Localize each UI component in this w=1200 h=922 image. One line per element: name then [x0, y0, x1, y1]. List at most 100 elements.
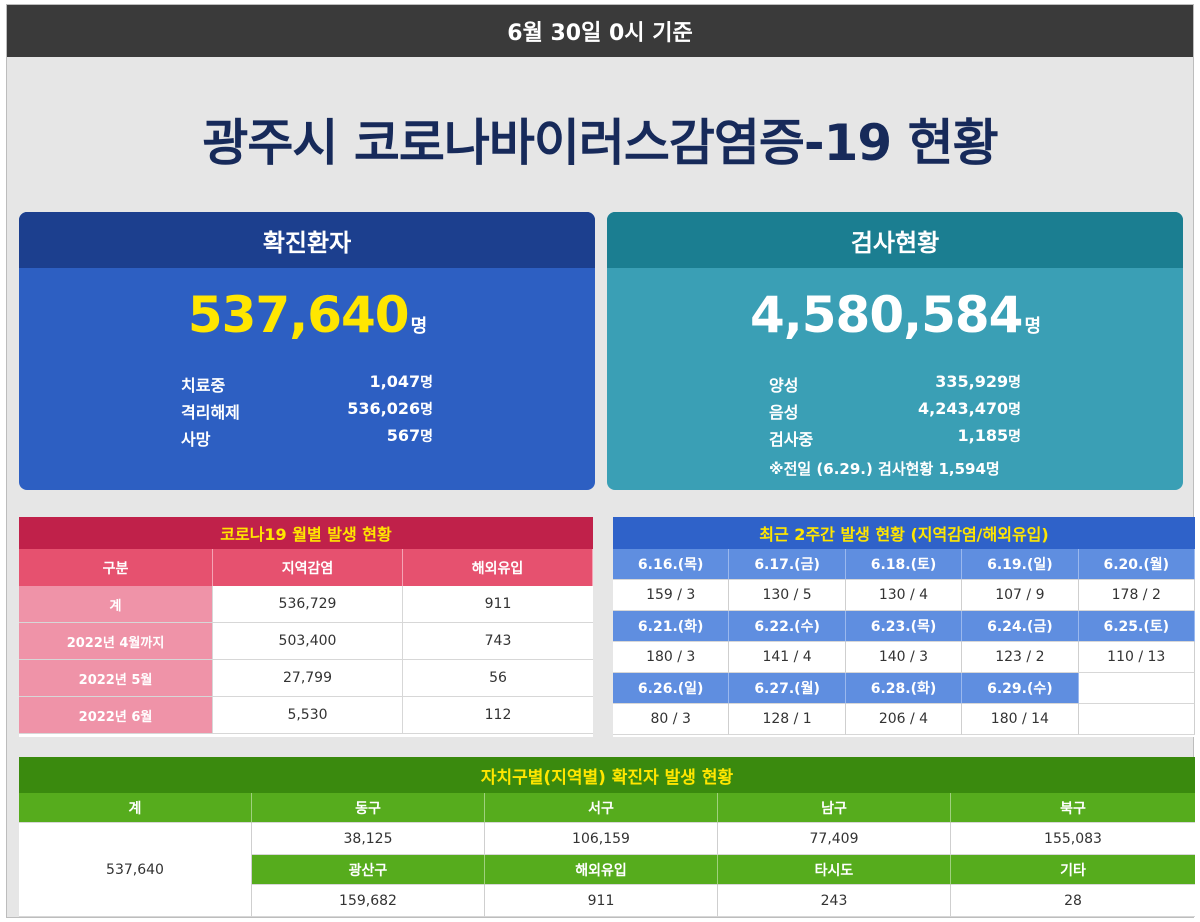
confirmed-total-unit: 명	[410, 316, 428, 337]
table-cell: 5,530	[213, 697, 403, 733]
value-cell: 80 / 3	[613, 704, 730, 735]
date-cell: 6.27.(월)	[729, 673, 846, 704]
value-row: 159 / 3 130 / 5 130 / 4 107 / 9 178 / 2	[613, 580, 1195, 611]
table-cell: 743	[484, 633, 512, 649]
date-cell: 6.17.(금)	[729, 549, 846, 580]
date-row: 6.16.(목) 6.17.(금) 6.18.(토) 6.19.(일) 6.20…	[613, 549, 1195, 580]
monthly-cases-table: 코로나19 월별 발생 현황 구분 지역감염 해외유입 계 536,729 91…	[19, 517, 593, 737]
district-header: 서구	[485, 793, 718, 823]
date-cell: 6.29.(수)	[962, 673, 1079, 704]
district-header: 광산구	[252, 855, 485, 885]
two-week-table-title: 최근 2주간 발생 현황 (지역감염/해외유입)	[613, 517, 1195, 549]
confirmed-row-treating: 치료중 1,047명	[181, 372, 433, 396]
test-card-heading: 검사현황	[607, 212, 1183, 268]
empty-cell	[1078, 673, 1195, 704]
stat-label: 검사중	[769, 430, 814, 449]
value-cell: 140 / 3	[845, 642, 963, 673]
confirmed-patients-card: 확진환자 537,640 명 치료중 1,047명 격리해제 536,026명 사…	[19, 212, 595, 490]
stat-label: 사망	[181, 430, 211, 449]
value-cell: 178 / 2	[1078, 580, 1195, 611]
district-value: 243	[718, 885, 951, 917]
test-previous-day-note: ※전일 (6.29.) 검사현황 1,594명	[769, 460, 1000, 478]
district-header: 동구	[252, 793, 485, 823]
value-cell: 130 / 5	[729, 580, 846, 611]
table-cell: 112	[484, 707, 512, 723]
date-cell: 6.19.(일)	[962, 549, 1079, 580]
stat-value: 4,243,470명	[918, 399, 1021, 418]
test-total-value: 4,580,584	[749, 286, 1024, 344]
monthly-table-title: 코로나19 월별 발생 현황	[19, 517, 593, 549]
date-cell: 6.24.(금)	[962, 611, 1079, 642]
value-cell: 130 / 4	[845, 580, 963, 611]
column-header: 지역감염	[213, 549, 403, 586]
stat-value: 1,185명	[957, 426, 1022, 445]
basis-time-bar: 6월 30일 0시 기준	[7, 5, 1193, 57]
value-cell: 110 / 13	[1078, 642, 1195, 673]
stat-value: 536,026명	[347, 399, 433, 418]
stat-label: 격리해제	[181, 403, 240, 422]
stat-value: 1,047명	[369, 372, 434, 391]
table-cell: 536,729	[213, 586, 403, 622]
district-value: 911	[485, 885, 718, 917]
test-total: 4,580,584 명	[607, 286, 1183, 344]
empty-cell	[1078, 704, 1195, 735]
date-cell: 6.21.(화)	[613, 611, 730, 642]
district-value: 155,083	[951, 823, 1195, 855]
date-cell: 6.22.(수)	[729, 611, 846, 642]
test-row-pending: 검사중 1,185명	[769, 426, 1021, 450]
table-cell: 56	[489, 670, 507, 686]
district-header: 남구	[718, 793, 951, 823]
table-row: 2022년 6월 5,530 112	[19, 697, 593, 734]
row-label: 2022년 5월	[19, 660, 213, 696]
stat-value: 335,929명	[935, 372, 1021, 391]
two-week-cases-table: 최근 2주간 발생 현황 (지역감염/해외유입) 6.16.(목) 6.17.(…	[613, 517, 1195, 737]
confirmed-total-value: 537,640	[187, 286, 410, 344]
value-row: 80 / 3 128 / 1 206 / 4 180 / 14	[613, 704, 1195, 735]
date-row: 6.26.(일) 6.27.(월) 6.28.(화) 6.29.(수)	[613, 673, 1195, 704]
row-label: 2022년 6월	[19, 697, 213, 733]
date-row: 6.21.(화) 6.22.(수) 6.23.(목) 6.24.(금) 6.25…	[613, 611, 1195, 642]
test-row-positive: 양성 335,929명	[769, 372, 1021, 396]
date-cell: 6.20.(월)	[1078, 549, 1195, 580]
district-value: 106,159	[485, 823, 718, 855]
value-cell: 107 / 9	[962, 580, 1079, 611]
table-row: 계 536,729 911	[19, 586, 593, 623]
total-value: 537,640	[19, 823, 252, 917]
value-cell: 141 / 4	[729, 642, 846, 673]
table-row: 2022년 4월까지 503,400 743	[19, 623, 593, 660]
value-cell: 128 / 1	[729, 704, 846, 735]
date-cell: 6.23.(목)	[845, 611, 963, 642]
stat-label: 양성	[769, 376, 799, 395]
dashboard-frame: 6월 30일 0시 기준 광주시 코로나바이러스감염증-19 현황 확진환자 5…	[6, 4, 1195, 918]
test-total-unit: 명	[1024, 316, 1041, 337]
district-header: 타시도	[718, 855, 951, 885]
confirmed-row-deaths: 사망 567명	[181, 426, 433, 450]
value-cell: 180 / 14	[962, 704, 1079, 735]
table-cell: 27,799	[213, 660, 403, 696]
date-cell: 6.26.(일)	[613, 673, 730, 704]
date-cell: 6.25.(토)	[1078, 611, 1195, 642]
column-header: 해외유입	[403, 549, 593, 586]
district-header: 북구	[951, 793, 1195, 823]
monthly-header-row: 구분 지역감염 해외유입	[19, 549, 593, 586]
district-value: 159,682	[252, 885, 485, 917]
column-header: 구분	[19, 549, 213, 586]
district-value: 28	[951, 885, 1195, 917]
confirmed-total: 537,640 명	[19, 286, 595, 344]
basis-time-text: 6월 30일 0시 기준	[507, 21, 693, 46]
stat-label: 음성	[769, 403, 799, 422]
date-cell: 6.16.(목)	[613, 549, 730, 580]
confirmed-row-released: 격리해제 536,026명	[181, 399, 433, 423]
total-header: 계	[19, 793, 252, 823]
row-label: 계	[19, 586, 213, 622]
table-cell: 911	[484, 596, 512, 612]
district-value: 77,409	[718, 823, 951, 855]
district-header: 해외유입	[485, 855, 718, 885]
table-row: 2022년 5월 27,799 56	[19, 660, 593, 697]
confirmed-card-heading: 확진환자	[19, 212, 595, 268]
value-cell: 159 / 3	[613, 580, 730, 611]
district-value: 38,125	[252, 823, 485, 855]
district-cases-table: 자치구별(지역별) 확진자 발생 현황 계 537,640 동구 서구 남구 북…	[19, 757, 1195, 917]
district-header: 기타	[951, 855, 1195, 885]
date-cell: 6.28.(화)	[845, 673, 963, 704]
